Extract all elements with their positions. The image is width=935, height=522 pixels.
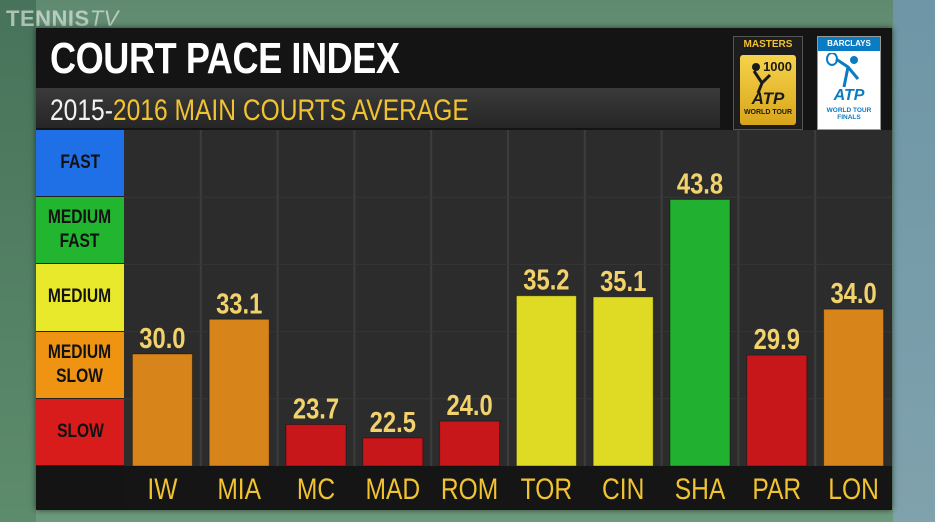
legend-label: MEDIUM [48, 286, 112, 308]
value-label-rom: 24.0 [446, 389, 492, 422]
bar-cin [592, 296, 654, 467]
category-label-lon: LON [828, 472, 879, 506]
legend-label: FAST [60, 152, 100, 174]
bar-rom [439, 420, 501, 467]
court-pace-bar-chart: 30.0 IW 33.1 MIA 23.7 MC 22.5 MAD 24.0 ROM 35.2 TOR… [124, 130, 892, 508]
category-strip [124, 466, 892, 508]
category-label-rom: ROM [441, 472, 498, 506]
category-label-mia: MIA [217, 472, 261, 506]
category-label-tor: TOR [521, 472, 572, 506]
court-background-left [0, 0, 36, 522]
legend-label: MEDIUM FAST [48, 207, 112, 253]
value-label-lon: 34.0 [830, 277, 876, 310]
value-label-tor: 35.2 [523, 264, 569, 297]
value-label-mad: 22.5 [370, 406, 416, 439]
value-label-iw: 30.0 [139, 322, 185, 355]
bar-sha [669, 198, 731, 467]
value-label-sha: 43.8 [677, 167, 723, 200]
category-label-sha: SHA [675, 472, 726, 506]
bar-tor [515, 295, 577, 467]
bar-mc [285, 424, 347, 467]
tennis-player-icon [826, 53, 860, 88]
chart-title: COURT PACE INDEX [50, 34, 400, 83]
subtitle-highlight: 2016 MAIN COURTS AVERAGE [112, 94, 469, 127]
legend-item-medium-slow: MEDIUM SLOW [36, 331, 124, 399]
value-label-par: 29.9 [754, 323, 800, 356]
legend-item-fast: FAST [36, 130, 124, 198]
bar-mad [362, 437, 424, 467]
legend-item-medium-fast: MEDIUM FAST [36, 197, 124, 265]
bar-mia [208, 318, 270, 467]
chart-subtitle: 2015-2016 MAIN COURTS AVERAGE [50, 94, 469, 128]
legend-item-slow: SLOW [36, 398, 124, 466]
category-label-mc: MC [297, 472, 335, 506]
masters-badge: 1000 ATP WORLD TOUR [740, 55, 796, 125]
tennis-tv-watermark: TENNISTV [6, 6, 119, 31]
court-pace-panel: COURT PACE INDEX 2015-2016 MAIN COURTS A… [36, 28, 892, 510]
bar-iw [131, 353, 193, 467]
court-background-right [893, 0, 935, 522]
category-label-par: PAR [752, 472, 801, 506]
atp-world-tour-finals-logo: BARCLAYS ATP WORLD TOUR FINALS [817, 36, 881, 130]
bar-par [746, 354, 808, 467]
subtitle-bar: 2015-2016 MAIN COURTS AVERAGE [36, 88, 720, 128]
value-label-cin: 35.1 [600, 265, 646, 298]
value-label-mia: 33.1 [216, 287, 262, 320]
pace-legend: FAST MEDIUM FAST MEDIUM MEDIUM SLOW SLOW [36, 130, 124, 466]
value-label-mc: 23.7 [293, 392, 339, 425]
legend-item-medium: MEDIUM [36, 264, 124, 332]
category-label-cin: CIN [602, 472, 644, 506]
subtitle-years: 2015- [50, 94, 113, 127]
tennis-player-icon [752, 63, 772, 93]
legend-label: SLOW [56, 420, 104, 442]
legend-label: MEDIUM SLOW [48, 341, 112, 387]
category-label-iw: IW [147, 472, 177, 506]
atp-masters-1000-logo: MASTERS 1000 ATP WORLD TOUR [733, 36, 803, 130]
bar-lon [823, 308, 885, 467]
category-label-mad: MAD [365, 472, 420, 506]
